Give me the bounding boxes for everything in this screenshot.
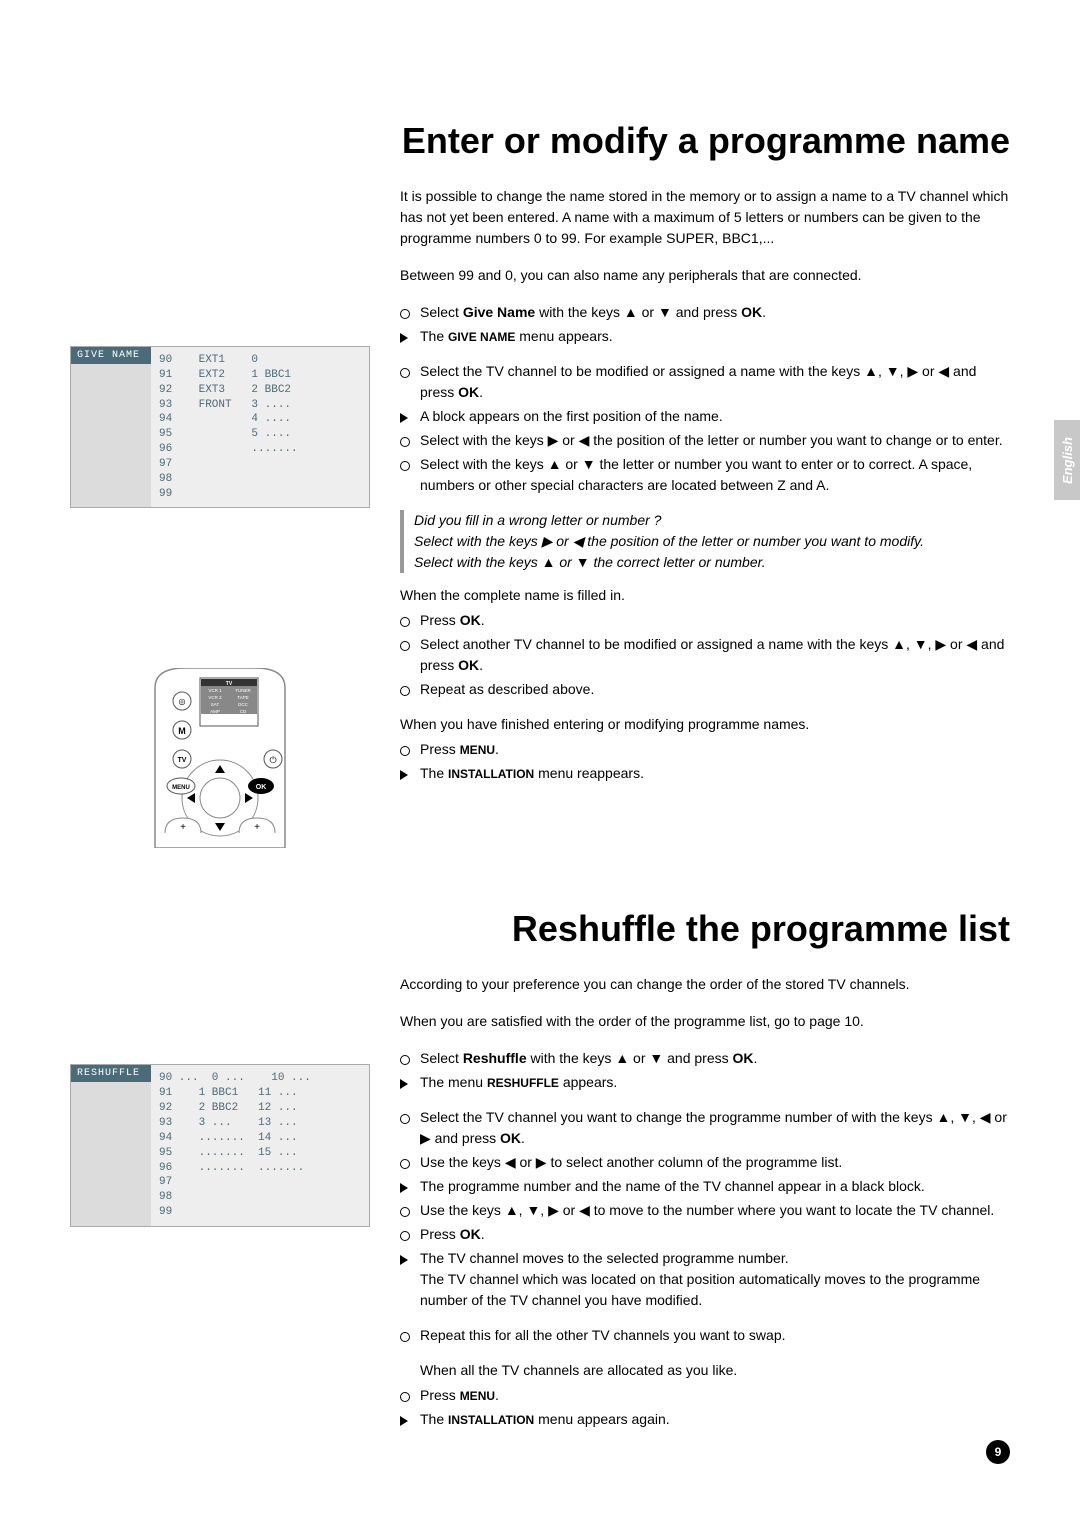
steps-give-name-1: Select Give Name with the keys ▲ or ▼ an… — [400, 302, 1010, 347]
section-title-enter-name: Enter or modify a programme name — [70, 120, 1010, 162]
tv-screen-reshuffle: RESHUFFLE 90 ... 0 ... 10 ... 91 1 BBC1 … — [70, 1064, 370, 1226]
para-reshuffle-intro1: According to your preference you can cha… — [400, 974, 1010, 995]
steps-give-name-2: Select the TV channel to be modified or … — [400, 361, 1010, 496]
steps-reshuffle-3: Repeat this for all the other TV channel… — [400, 1325, 1010, 1346]
para-complete: When the complete name is filled in. — [400, 585, 1010, 606]
svg-text:⏻: ⏻ — [269, 755, 276, 765]
svg-text:TUNER: TUNER — [235, 688, 251, 693]
steps-give-name-4: Press MENU. The INSTALLATION menu reappe… — [400, 739, 1010, 784]
svg-text:◎: ◎ — [179, 697, 186, 706]
para-intro2: Between 99 and 0, you can also name any … — [400, 265, 1010, 286]
svg-text:CD: CD — [240, 709, 247, 714]
svg-text:AMP: AMP — [210, 709, 220, 714]
steps-reshuffle-4: Press MENU. The INSTALLATION menu appear… — [400, 1385, 1010, 1430]
tv-label-reshuffle: RESHUFFLE — [71, 1065, 151, 1082]
tv-label-give-name: GIVE NAME — [71, 347, 151, 364]
svg-text:VCR 2: VCR 2 — [208, 695, 222, 700]
svg-text:OK: OK — [256, 784, 267, 791]
svg-text:M: M — [178, 726, 186, 736]
section-title-reshuffle: Reshuffle the programme list — [70, 908, 1010, 950]
para-allocated: When all the TV channels are allocated a… — [420, 1360, 1010, 1381]
tv-listing-give-name: 90 EXT1 0 91 EXT2 1 BBC1 92 EXT3 2 BBC2 … — [151, 347, 369, 507]
svg-text:TAPE: TAPE — [237, 695, 248, 700]
para-reshuffle-intro2: When you are satisfied with the order of… — [400, 1011, 1010, 1032]
svg-text:VCR 1: VCR 1 — [208, 688, 222, 693]
steps-reshuffle-2: Select the TV channel you want to change… — [400, 1107, 1010, 1311]
language-tab: English — [1054, 420, 1080, 500]
page-number: 9 — [986, 1440, 1010, 1464]
tv-screen-give-name: GIVE NAME 90 EXT1 0 91 EXT2 1 BBC1 92 EX… — [70, 346, 370, 508]
note-wrong-letter: Did you fill in a wrong letter or number… — [400, 510, 1010, 573]
svg-text:SAT: SAT — [211, 702, 220, 707]
svg-text:+: + — [254, 822, 260, 833]
para-finished: When you have finished entering or modif… — [400, 714, 1010, 735]
svg-text:+: + — [180, 822, 186, 833]
svg-text:MENU: MENU — [172, 785, 190, 791]
steps-give-name-3: Press OK. Select another TV channel to b… — [400, 610, 1010, 700]
remote-illustration: TV VCR 1 TUNER VCR 2 TAPE SAT DCC AMP CD… — [70, 668, 370, 848]
tv-listing-reshuffle: 90 ... 0 ... 10 ... 91 1 BBC1 11 ... 92 … — [151, 1065, 369, 1225]
svg-text:DCC: DCC — [238, 702, 248, 707]
para-intro1: It is possible to change the name stored… — [400, 186, 1010, 249]
svg-text:TV: TV — [178, 757, 187, 764]
steps-reshuffle-1: Select Reshuffle with the keys ▲ or ▼ an… — [400, 1048, 1010, 1093]
